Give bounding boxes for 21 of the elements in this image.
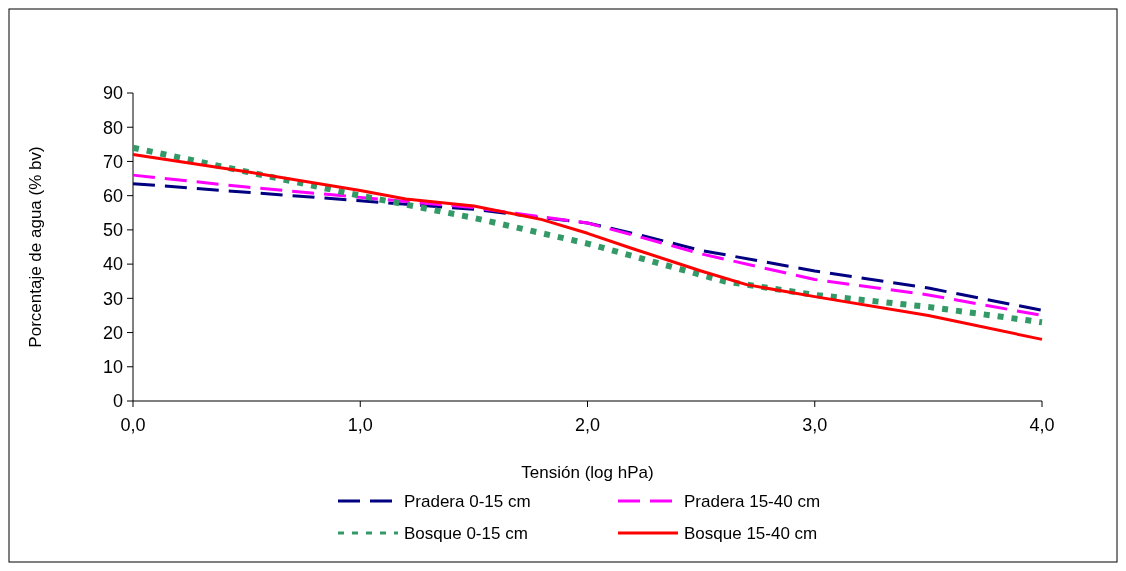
x-tick-label: 1,0 [347,415,373,435]
y-axis-title: Porcentaje de agua (% bv) [26,146,45,348]
y-tick-label: 60 [102,185,123,206]
x-tick-label: 2,0 [574,415,601,435]
legend-label: Bosque 0-15 cm [404,523,528,543]
legend-label: Pradera 0-15 cm [404,491,531,511]
y-tick-label: 20 [102,322,123,343]
legend-label: Pradera 15-40 cm [684,491,821,511]
y-tick-label: 50 [102,220,123,241]
x-tick-label: 0,0 [120,415,146,435]
y-tick-label: 70 [102,151,123,172]
y-tick-label: 40 [102,254,123,275]
legend-label: Bosque 15-40 cm [684,523,818,543]
x-axis-title: Tensión (log hPa) [521,463,654,482]
y-tick-label: 10 [102,357,123,378]
y-tick-label: 80 [102,117,123,138]
y-tick-label: 0 [112,391,123,412]
y-tick-label: 90 [102,83,123,104]
x-tick-label: 4,0 [1029,415,1055,435]
y-tick-label: 30 [102,288,123,309]
x-tick-label: 3,0 [802,415,828,435]
